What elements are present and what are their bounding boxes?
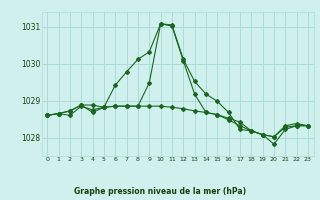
Text: Graphe pression niveau de la mer (hPa): Graphe pression niveau de la mer (hPa) xyxy=(74,187,246,196)
